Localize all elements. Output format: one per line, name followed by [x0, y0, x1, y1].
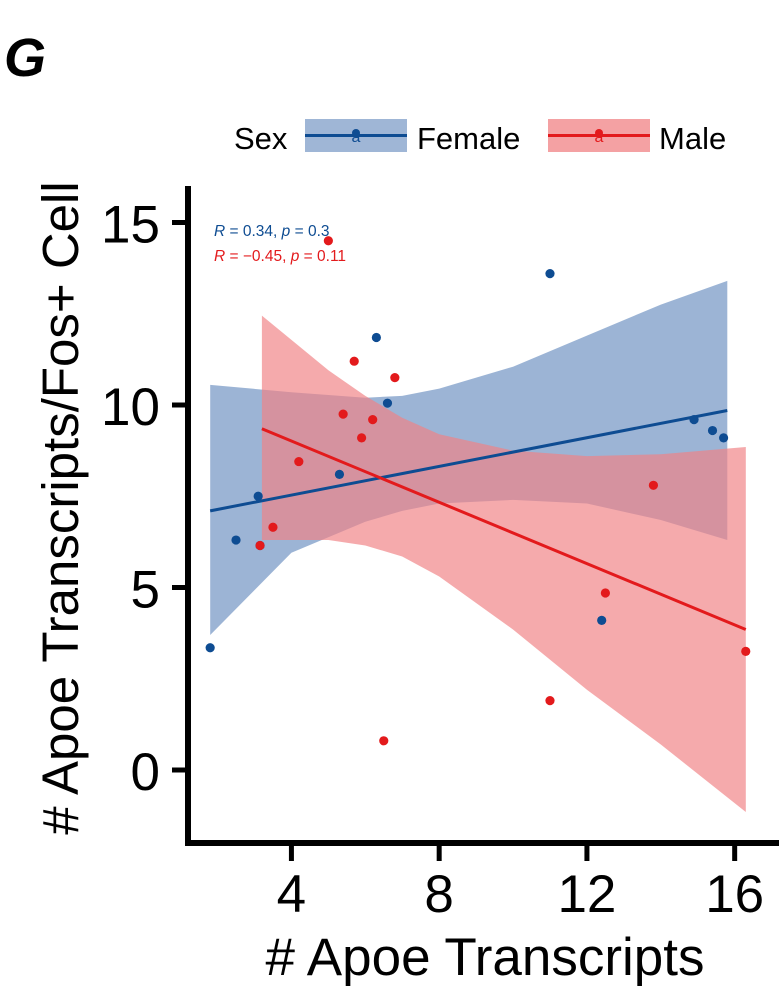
point-male-13: [648, 480, 659, 490]
regression-lines: [209, 409, 747, 631]
stat-female-p: 0.3: [308, 223, 330, 240]
x-axis-ticks: 4 8 12 16: [277, 843, 764, 924]
stat-male: R = −0.45, p = 0.11: [214, 248, 346, 265]
legend-key-male-glyph: a: [595, 129, 604, 146]
legend-label-male: Male: [659, 121, 726, 156]
point-female-6: [371, 332, 381, 343]
point-male-14: [741, 646, 751, 656]
point-male-5: [338, 409, 348, 419]
panel-label: G: [4, 28, 46, 88]
legend-key-female-glyph: a: [352, 129, 361, 146]
y-axis-title: # Apoe Transcripts/Fos+ Cell: [32, 181, 89, 834]
y-axis-ticks: 0 5 10 15: [101, 196, 188, 802]
legend-title: Sex: [234, 121, 288, 156]
x-tick-label-12: 12: [557, 865, 616, 924]
x-axis-title: # Apoe Transcripts: [266, 928, 705, 987]
stat-male-p: 0.11: [317, 248, 346, 265]
point-female-7: [382, 398, 393, 408]
point-male-7: [357, 433, 367, 443]
stat-female-r: 0.34: [243, 223, 274, 240]
confidence-bands: [210, 280, 746, 812]
data-points: [205, 236, 751, 746]
x-tick-label-8: 8: [424, 865, 453, 924]
point-male-8: [368, 415, 378, 425]
y-tick-label-5: 5: [131, 561, 160, 620]
point-male-11: [545, 696, 555, 706]
point-male-9: [379, 736, 389, 746]
y-tick-label-0: 0: [131, 743, 160, 802]
stat-male-r: −0.45: [243, 248, 282, 265]
point-female-12: [718, 433, 729, 443]
y-tick-label-10: 10: [101, 378, 160, 437]
legend: Sex a Female a Male: [234, 119, 726, 156]
legend-key-male-dot: [595, 129, 603, 137]
point-male-4: [323, 236, 333, 246]
point-female-2: [231, 535, 241, 545]
legend-key-female-dot: [352, 129, 360, 137]
point-female-1: [205, 643, 215, 653]
point-female-11: [707, 425, 718, 436]
ci-band-male: [261, 315, 746, 812]
point-female-8: [545, 269, 555, 279]
point-male-10: [390, 373, 400, 383]
legend-key-female: a: [305, 119, 407, 152]
point-female-3: [253, 491, 263, 501]
fit-line-male: [261, 427, 747, 631]
point-male-2: [268, 522, 278, 532]
x-tick-label-4: 4: [277, 865, 306, 924]
point-female-5: [334, 469, 345, 479]
legend-key-male: a: [548, 119, 650, 152]
point-male-3: [294, 456, 304, 467]
fit-line-female: [209, 409, 728, 513]
point-male-1: [255, 540, 265, 551]
legend-label-female: Female: [417, 121, 520, 156]
y-tick-label-15: 15: [101, 196, 160, 255]
point-male-6: [349, 356, 359, 366]
point-female-9: [597, 615, 607, 625]
point-male-12: [600, 588, 610, 598]
point-female-10: [689, 415, 699, 425]
stat-female: R = 0.34, p = 0.3: [214, 223, 330, 240]
x-tick-label-16: 16: [705, 865, 764, 924]
